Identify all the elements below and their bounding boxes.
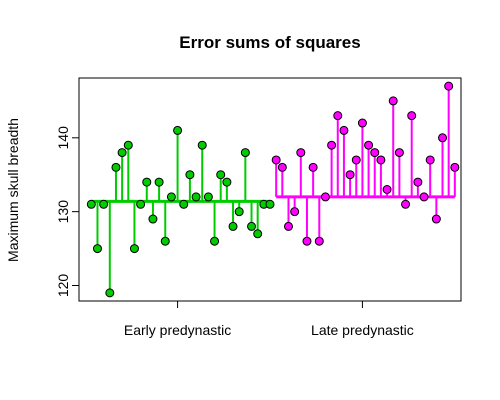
data-point bbox=[228, 221, 238, 231]
axes: 120 130 140 Early predynastic Late predynast… bbox=[55, 126, 414, 338]
x-tick-label-0: Early predynastic bbox=[124, 322, 231, 338]
plot-area-frame bbox=[78, 77, 462, 302]
data-point bbox=[357, 118, 367, 128]
data-point bbox=[179, 199, 189, 209]
data-point bbox=[419, 192, 429, 202]
data-point bbox=[148, 214, 158, 224]
y-tick-label-2: 140 bbox=[55, 126, 71, 150]
data-point bbox=[425, 155, 435, 165]
data-point bbox=[129, 244, 139, 254]
data-point bbox=[240, 148, 250, 158]
data-point bbox=[154, 177, 164, 187]
data-point bbox=[407, 111, 417, 121]
series-0 bbox=[86, 125, 275, 298]
data-point bbox=[413, 177, 423, 187]
data-point bbox=[185, 170, 195, 180]
data-point bbox=[450, 162, 460, 172]
data-point bbox=[92, 244, 102, 254]
data-point bbox=[382, 185, 392, 194]
data-point bbox=[197, 140, 207, 150]
data-point bbox=[247, 221, 257, 231]
data-point bbox=[123, 140, 133, 150]
data-point bbox=[401, 199, 411, 209]
data-point bbox=[364, 140, 374, 150]
data-point bbox=[86, 199, 96, 209]
data-point bbox=[210, 236, 220, 246]
data-point bbox=[370, 148, 380, 158]
data-point bbox=[253, 229, 263, 239]
data-point bbox=[142, 177, 152, 187]
data-point bbox=[117, 148, 127, 158]
data-point bbox=[376, 155, 386, 165]
data-point bbox=[296, 148, 306, 158]
data-point bbox=[314, 236, 324, 246]
x-tick-label-1: Late predynastic bbox=[311, 322, 414, 338]
y-tick-label-0: 120 bbox=[55, 274, 71, 298]
data-point bbox=[277, 162, 287, 172]
data-point bbox=[290, 207, 300, 217]
data-point bbox=[283, 221, 293, 231]
chart-title: Error sums of squares bbox=[179, 33, 360, 52]
data-point bbox=[203, 192, 213, 202]
data-point bbox=[333, 111, 343, 121]
data-point bbox=[265, 199, 275, 209]
data-point bbox=[351, 155, 361, 165]
series-1 bbox=[271, 81, 460, 246]
y-axis-label: Maximum skull breadth bbox=[5, 118, 21, 262]
data-point bbox=[444, 81, 454, 91]
data-point bbox=[136, 199, 146, 209]
data-point bbox=[339, 125, 349, 135]
data-point bbox=[99, 199, 109, 209]
data-point bbox=[438, 133, 448, 143]
chart-marks bbox=[86, 81, 460, 298]
data-point bbox=[222, 177, 232, 187]
data-point bbox=[216, 170, 226, 180]
y-tick-label-1: 130 bbox=[55, 200, 71, 224]
data-point bbox=[173, 125, 183, 135]
data-point bbox=[327, 140, 337, 150]
data-point bbox=[320, 192, 330, 202]
data-point bbox=[302, 236, 312, 246]
data-point bbox=[394, 148, 404, 158]
data-point bbox=[345, 170, 355, 180]
data-point bbox=[166, 192, 176, 202]
data-point bbox=[160, 236, 170, 246]
data-point bbox=[431, 214, 441, 224]
data-point bbox=[271, 155, 281, 165]
data-point bbox=[105, 288, 115, 298]
data-point bbox=[388, 96, 398, 106]
data-point bbox=[308, 162, 318, 172]
data-point bbox=[234, 207, 244, 217]
data-point bbox=[111, 162, 121, 172]
data-point bbox=[191, 192, 201, 202]
